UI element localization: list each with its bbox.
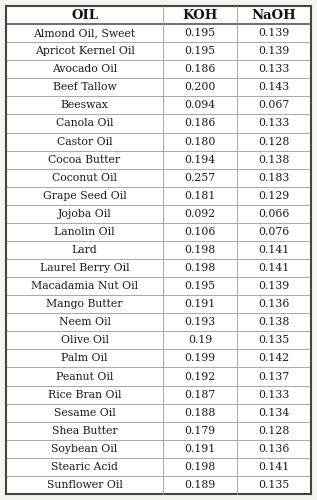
Text: Palm Oil: Palm Oil	[61, 354, 108, 364]
Text: 0.143: 0.143	[258, 82, 290, 92]
Text: 0.257: 0.257	[184, 172, 216, 182]
Text: 0.192: 0.192	[184, 372, 216, 382]
Text: Rice Bran Oil: Rice Bran Oil	[48, 390, 121, 400]
Text: 0.142: 0.142	[258, 354, 290, 364]
Text: 0.191: 0.191	[184, 444, 216, 454]
Text: 0.066: 0.066	[258, 209, 290, 219]
Text: 0.139: 0.139	[258, 46, 290, 56]
Text: 0.133: 0.133	[258, 390, 290, 400]
Text: Lard: Lard	[72, 245, 97, 255]
Text: 0.186: 0.186	[184, 118, 216, 128]
Text: 0.128: 0.128	[258, 426, 290, 436]
Text: 0.199: 0.199	[184, 354, 216, 364]
Text: Macadamia Nut Oil: Macadamia Nut Oil	[31, 281, 138, 291]
Text: 0.198: 0.198	[184, 462, 216, 472]
Text: 0.134: 0.134	[258, 408, 290, 418]
Text: Sesame Oil: Sesame Oil	[54, 408, 115, 418]
Text: 0.179: 0.179	[184, 426, 216, 436]
Text: Canola Oil: Canola Oil	[56, 118, 113, 128]
Text: 0.133: 0.133	[258, 64, 290, 74]
Text: 0.092: 0.092	[184, 209, 216, 219]
Text: 0.195: 0.195	[184, 46, 216, 56]
Text: Mango Butter: Mango Butter	[46, 299, 123, 309]
Text: 0.141: 0.141	[258, 263, 290, 273]
Text: Apricot Kernel Oil: Apricot Kernel Oil	[35, 46, 134, 56]
Text: Grape Seed Oil: Grape Seed Oil	[43, 191, 126, 201]
Text: Beeswax: Beeswax	[61, 100, 108, 110]
Text: 0.189: 0.189	[184, 480, 216, 490]
Text: Lanolin Oil: Lanolin Oil	[54, 227, 115, 237]
Text: 0.139: 0.139	[258, 28, 290, 38]
Text: 0.106: 0.106	[184, 227, 216, 237]
Text: Stearic Acid: Stearic Acid	[51, 462, 118, 472]
Text: Laurel Berry Oil: Laurel Berry Oil	[40, 263, 129, 273]
Text: Castor Oil: Castor Oil	[57, 136, 112, 146]
Text: Soybean Oil: Soybean Oil	[51, 444, 118, 454]
Text: 0.186: 0.186	[184, 64, 216, 74]
Text: Sunflower Oil: Sunflower Oil	[47, 480, 122, 490]
Text: 0.141: 0.141	[258, 462, 290, 472]
Text: 0.191: 0.191	[184, 299, 216, 309]
Text: 0.135: 0.135	[258, 480, 290, 490]
Text: 0.198: 0.198	[184, 263, 216, 273]
Text: 0.188: 0.188	[184, 408, 216, 418]
Text: 0.195: 0.195	[184, 28, 216, 38]
Text: 0.133: 0.133	[258, 118, 290, 128]
Text: 0.129: 0.129	[258, 191, 290, 201]
Text: 0.136: 0.136	[258, 299, 290, 309]
Text: Shea Butter: Shea Butter	[52, 426, 117, 436]
Text: Neem Oil: Neem Oil	[59, 318, 111, 328]
Text: 0.137: 0.137	[258, 372, 290, 382]
Text: 0.094: 0.094	[184, 100, 216, 110]
Text: 0.19: 0.19	[188, 336, 212, 345]
Text: Beef Tallow: Beef Tallow	[53, 82, 116, 92]
Text: 0.193: 0.193	[184, 318, 216, 328]
Text: 0.194: 0.194	[184, 154, 216, 164]
Text: Cocoa Butter: Cocoa Butter	[49, 154, 120, 164]
Text: Peanut Oil: Peanut Oil	[56, 372, 113, 382]
Text: Coconut Oil: Coconut Oil	[52, 172, 117, 182]
Text: 0.128: 0.128	[258, 136, 290, 146]
Text: 0.187: 0.187	[184, 390, 216, 400]
Text: Almond Oil, Sweet: Almond Oil, Sweet	[34, 28, 136, 38]
Text: 0.138: 0.138	[258, 154, 290, 164]
Text: 0.139: 0.139	[258, 281, 290, 291]
Text: 0.198: 0.198	[184, 245, 216, 255]
Text: 0.135: 0.135	[258, 336, 290, 345]
Text: OIL: OIL	[71, 8, 98, 22]
Text: 0.136: 0.136	[258, 444, 290, 454]
Text: 0.180: 0.180	[184, 136, 216, 146]
Text: Olive Oil: Olive Oil	[61, 336, 108, 345]
Text: 0.200: 0.200	[184, 82, 216, 92]
Text: 0.183: 0.183	[258, 172, 290, 182]
Text: 0.181: 0.181	[184, 191, 216, 201]
Text: 0.076: 0.076	[258, 227, 290, 237]
Text: Avocado Oil: Avocado Oil	[52, 64, 117, 74]
Text: Jojoba Oil: Jojoba Oil	[58, 209, 111, 219]
Text: 0.141: 0.141	[258, 245, 290, 255]
Text: 0.067: 0.067	[258, 100, 290, 110]
Text: 0.138: 0.138	[258, 318, 290, 328]
Text: NaOH: NaOH	[252, 8, 296, 22]
Text: KOH: KOH	[183, 8, 218, 22]
Text: 0.195: 0.195	[184, 281, 216, 291]
